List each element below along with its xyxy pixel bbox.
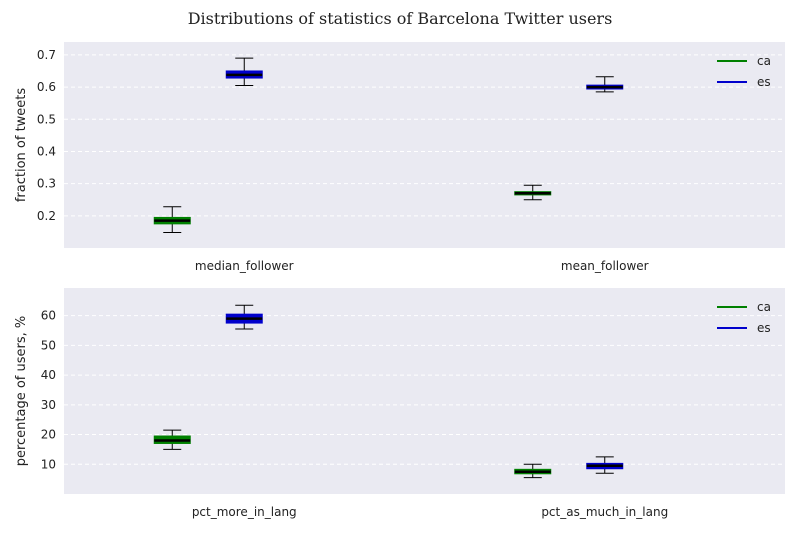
y-tick-label: 0.4 (37, 144, 56, 158)
x-tick-label: pct_more_in_lang (192, 505, 297, 519)
y-tick-label: 20 (41, 428, 56, 442)
y-axis-label: percentage of users, % (14, 316, 29, 467)
figure-title: Distributions of statistics of Barcelona… (188, 9, 613, 28)
y-axis-label: fraction of tweets (14, 88, 29, 203)
y-tick-label: 0.5 (37, 112, 56, 126)
box-es-mean_follower (586, 76, 624, 93)
x-tick-label: pct_as_much_in_lang (541, 505, 668, 519)
y-tick-label: 60 (41, 309, 56, 323)
x-tick-label: mean_follower (561, 259, 649, 273)
y-tick-label: 30 (41, 398, 56, 412)
legend-label-es: es (757, 321, 771, 335)
y-tick-label: 0.2 (37, 209, 56, 223)
legend-label-es: es (757, 75, 771, 89)
plot-area (64, 42, 785, 248)
plot-area (64, 288, 785, 494)
legend-label-ca: ca (757, 54, 771, 68)
y-tick-label: 50 (41, 338, 56, 352)
y-tick-label: 0.6 (37, 80, 56, 94)
legend-label-ca: ca (757, 300, 771, 314)
box-es-pct_more_in_lang (225, 304, 263, 330)
y-tick-label: 0.3 (37, 177, 56, 191)
y-tick-label: 0.7 (37, 48, 56, 62)
box-ca-median_follower (153, 206, 191, 234)
box-ca-mean_follower (514, 184, 552, 201)
top-panel: 0.2 0.3 0.4 0.5 0.6 0.7 fraction of tweets medi… (14, 42, 785, 273)
box-ca-pct_more_in_lang (153, 429, 191, 450)
x-tick-label: median_follower (195, 259, 294, 273)
y-tick-label: 10 (41, 457, 56, 471)
bottom-panel: 10 20 30 40 50 60 percentage of users, % pct_mo… (14, 288, 785, 519)
box-es-pct_as_much_in_lang (586, 456, 624, 474)
box-ca-pct_as_much_in_lang (514, 463, 552, 479)
y-tick-label: 40 (41, 368, 56, 382)
box-es-median_follower (225, 57, 263, 86)
